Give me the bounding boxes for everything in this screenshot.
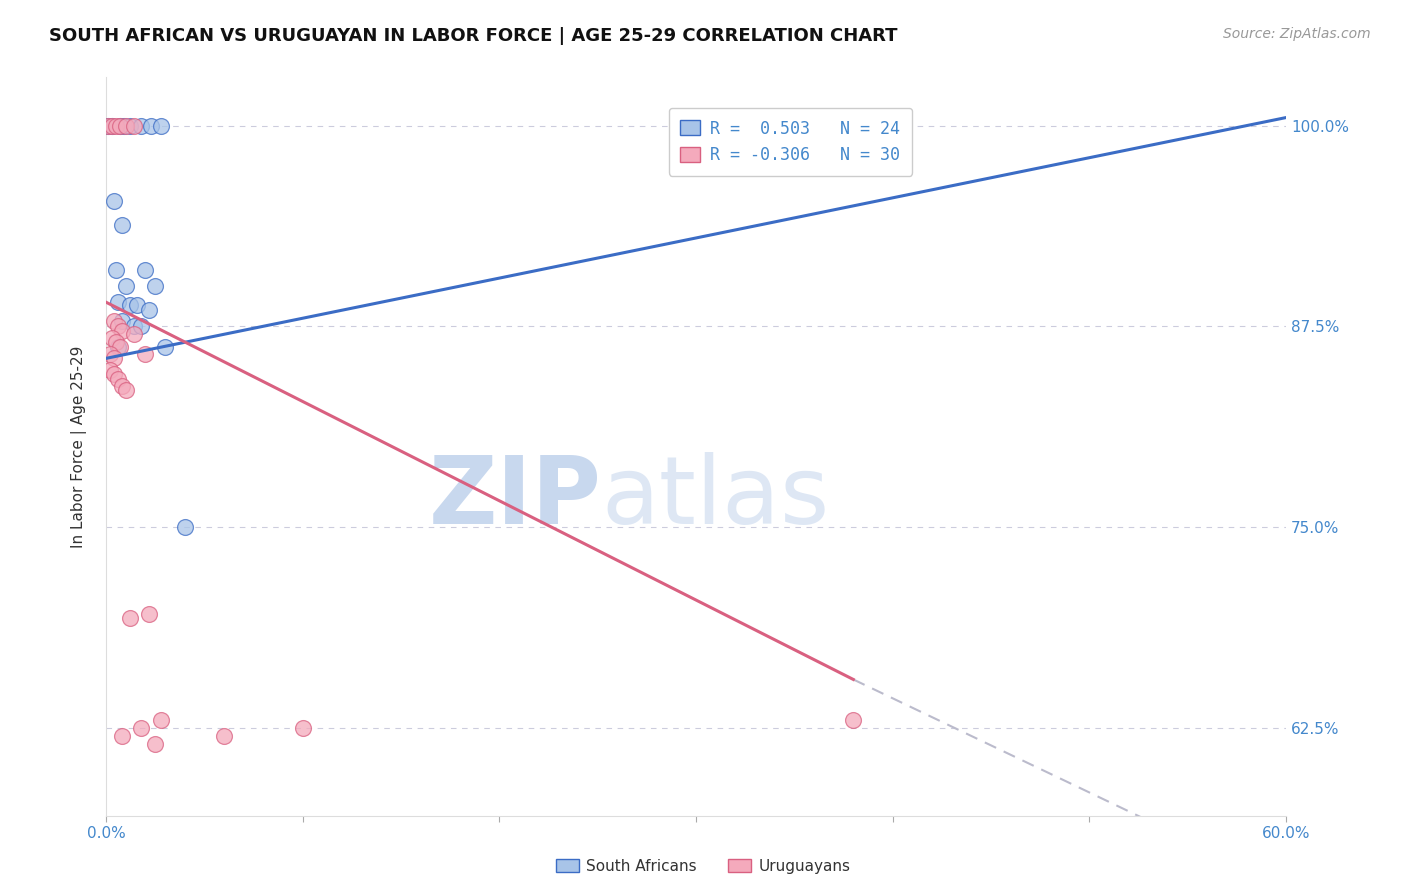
Text: SOUTH AFRICAN VS URUGUAYAN IN LABOR FORCE | AGE 25-29 CORRELATION CHART: SOUTH AFRICAN VS URUGUAYAN IN LABOR FORC… <box>49 27 897 45</box>
Point <box>131 721 153 735</box>
Point <box>134 263 156 277</box>
Point <box>114 279 136 293</box>
Point <box>104 263 127 277</box>
Point <box>150 119 173 133</box>
Point <box>107 340 129 354</box>
Point <box>131 319 153 334</box>
Point <box>138 303 160 318</box>
Point <box>138 607 160 621</box>
Point <box>112 119 135 133</box>
Point <box>101 119 124 133</box>
Point <box>104 335 127 350</box>
Point <box>108 340 131 354</box>
Point <box>118 119 141 133</box>
Y-axis label: In Labor Force | Age 25-29: In Labor Force | Age 25-29 <box>72 345 87 548</box>
Point <box>118 611 141 625</box>
Point <box>107 372 129 386</box>
Point <box>111 218 134 232</box>
Point <box>101 119 124 133</box>
Point <box>153 340 176 354</box>
Point <box>842 713 865 727</box>
Point <box>111 324 134 338</box>
Point <box>134 346 156 360</box>
Point <box>141 119 163 133</box>
Point <box>143 279 166 293</box>
Point <box>103 314 125 328</box>
Point <box>111 378 134 392</box>
Point <box>103 194 125 208</box>
Point <box>103 368 125 382</box>
Point <box>107 319 129 334</box>
Point <box>291 721 314 735</box>
Text: ZIP: ZIP <box>429 452 602 544</box>
Point <box>143 737 166 751</box>
Point <box>111 314 134 328</box>
Point <box>150 713 173 727</box>
Point <box>98 362 121 376</box>
Point <box>131 119 153 133</box>
Point <box>122 327 145 342</box>
Point <box>118 298 141 312</box>
Point <box>108 119 131 133</box>
Point <box>212 729 235 743</box>
Point <box>108 119 131 133</box>
Point <box>122 319 145 334</box>
Point <box>114 384 136 398</box>
Point <box>104 119 127 133</box>
Point <box>107 295 129 310</box>
Legend: South Africans, Uruguayans: South Africans, Uruguayans <box>550 853 856 880</box>
Point <box>114 119 136 133</box>
Point <box>97 119 120 133</box>
Point <box>122 119 145 133</box>
Text: Source: ZipAtlas.com: Source: ZipAtlas.com <box>1223 27 1371 41</box>
Point <box>173 520 195 534</box>
Point <box>127 298 149 312</box>
Text: atlas: atlas <box>602 452 830 544</box>
Point <box>103 351 125 366</box>
Point <box>98 346 121 360</box>
Point <box>111 729 134 743</box>
Legend: R =  0.503   N = 24, R = -0.306   N = 30: R = 0.503 N = 24, R = -0.306 N = 30 <box>669 108 912 176</box>
Point <box>101 330 124 344</box>
Point <box>97 119 120 133</box>
